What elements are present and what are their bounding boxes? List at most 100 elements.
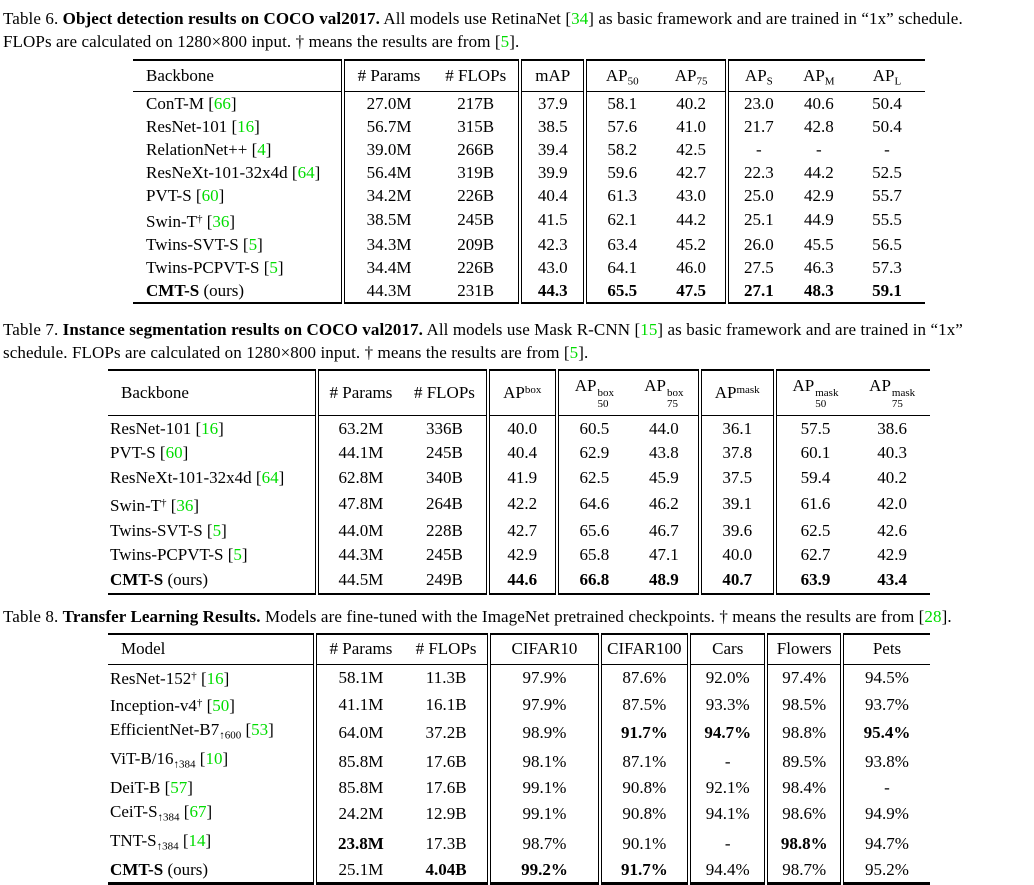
value-cell: 89.5% bbox=[764, 747, 842, 777]
value-cell: 42.9 bbox=[485, 543, 557, 568]
value-cell: 59.1 bbox=[872, 280, 902, 300]
value-cell: 87.5% bbox=[597, 691, 690, 719]
value-cell: 44.3M bbox=[314, 543, 404, 568]
value-cell: 16.1B bbox=[425, 694, 467, 714]
value-cell: 39.1 bbox=[697, 490, 775, 519]
model-cell: ResNet-101 [16] bbox=[146, 116, 260, 136]
model-cell: CMT-S (ours) bbox=[146, 280, 245, 300]
value-cell: 98.8% bbox=[764, 829, 842, 859]
value-cell: 231B bbox=[457, 280, 495, 300]
table-row: ResNet-101 [16] 56.7M 315B 38.5 57.6 41.0 21.7… bbox=[133, 115, 925, 139]
value-cell: 42.2 bbox=[485, 490, 557, 519]
value-cell: 98.7% bbox=[764, 858, 842, 884]
value-cell: 43.0 bbox=[518, 256, 586, 280]
value-cell: 340B bbox=[426, 468, 463, 488]
column-header: CIFAR100 bbox=[597, 633, 690, 665]
value-cell: 65.6 bbox=[554, 518, 630, 544]
value-cell: 50.4 bbox=[872, 116, 902, 136]
value-cell: 34.4M bbox=[340, 256, 434, 280]
model-cell: Twins-SVT-S [5] bbox=[110, 520, 227, 540]
value-cell: 87.1% bbox=[597, 747, 690, 777]
value-cell: 85.8M bbox=[313, 747, 405, 777]
model-cell: Swin-T† [36] bbox=[110, 495, 200, 515]
value-cell: 27.1 bbox=[724, 279, 789, 304]
column-header: Cars bbox=[687, 633, 767, 665]
value-cell: 93.8% bbox=[840, 747, 930, 777]
citation-ref: 10 bbox=[205, 748, 223, 768]
citation-ref: 5 bbox=[233, 545, 242, 565]
table-row: CeiT-S↑384 [67] 24.2M 12.9B 99.1% 90.8% 94.1%… bbox=[108, 799, 930, 830]
value-cell: 245B bbox=[426, 443, 463, 463]
value-cell: 93.7% bbox=[840, 691, 930, 719]
table-row: TNT-S↑384 [14] 23.8M 17.3B 98.7% 90.1% -98.8%… bbox=[108, 829, 930, 859]
column-header: APM bbox=[788, 60, 849, 93]
value-cell: 319B bbox=[457, 162, 495, 182]
model-cell: Inception-v4† [50] bbox=[110, 696, 235, 716]
sub-sup-stack: box 50 bbox=[597, 387, 614, 411]
value-cell: 38.5M bbox=[340, 207, 434, 234]
table-row: RelationNet++ [4] 39.0M 266B 39.4 58.2 42.5- -… bbox=[133, 138, 925, 162]
table-row: ResNet-101 [16] 63.2M 336B 40.0 60.5 44.0 36.1… bbox=[108, 415, 930, 441]
table-row: ResNeXt-101-32x4d [64] 62.8M 340B 41.9 62.5 4… bbox=[108, 465, 930, 491]
value-cell: 61.3 bbox=[583, 184, 658, 208]
value-cell: 64.1 bbox=[583, 256, 658, 280]
value-cell: 43.8 bbox=[649, 443, 679, 463]
value-cell: 42.7 bbox=[485, 518, 557, 544]
model-cell: ConT-M [66] bbox=[146, 93, 237, 113]
value-cell: 23.8M bbox=[313, 829, 405, 859]
table-row: ConT-M [66] 27.0M 217B 37.9 58.1 40.2 23.0 40.6… bbox=[133, 91, 925, 116]
value-cell: 47.5 bbox=[676, 280, 706, 300]
citation-ref: 53 bbox=[251, 719, 269, 739]
value-cell: 40.0 bbox=[697, 543, 775, 568]
value-cell: 36.1 bbox=[697, 415, 775, 441]
column-header: # FLOPs bbox=[403, 370, 488, 417]
citation-ref: 34 bbox=[571, 9, 589, 28]
value-cell: - bbox=[815, 139, 822, 159]
value-cell: 98.7% bbox=[487, 829, 600, 859]
value-cell: 226B bbox=[457, 257, 495, 277]
citation-ref: 5 bbox=[569, 343, 579, 363]
value-cell: 94.7% bbox=[687, 718, 767, 748]
value-cell: 45.2 bbox=[676, 234, 706, 254]
value-cell: 25.1M bbox=[313, 858, 405, 884]
header-row: Model # Params # FLOPs CIFAR10 CIFAR100 Cars F… bbox=[108, 633, 930, 665]
citation-ref: 64 bbox=[297, 162, 315, 182]
value-cell: 40.3 bbox=[877, 443, 908, 463]
value-cell: 91.7% bbox=[597, 718, 690, 748]
value-cell: 62.9 bbox=[554, 440, 630, 466]
value-cell: 94.1% bbox=[687, 799, 767, 830]
value-cell: 37.5 bbox=[697, 465, 775, 491]
table-row: Twins-SVT-S [5] 34.3M 209B 42.3 63.4 45.2 26.0… bbox=[133, 233, 925, 257]
model-cell: PVT-S [60] bbox=[110, 443, 189, 463]
value-cell: 55.5 bbox=[872, 210, 902, 230]
value-cell: 66.8 bbox=[554, 567, 630, 594]
caption-line: FLOPs are calculated on 1280×800 input. … bbox=[3, 32, 520, 51]
table6-grid: Backbone # Params # FLOPs mAP AP50 AP75 APS APM… bbox=[133, 59, 925, 305]
header-row: Backbone # Params # FLOPs mAP AP50 AP75 APS APM… bbox=[133, 60, 925, 93]
value-cell: 44.0M bbox=[314, 518, 404, 544]
column-header: AP mask 50 bbox=[772, 370, 855, 417]
value-cell: 41.9 bbox=[485, 465, 557, 491]
value-cell: 38.5 bbox=[518, 115, 586, 139]
value-cell: 46.2 bbox=[649, 494, 679, 514]
value-cell: 94.7% bbox=[840, 829, 930, 859]
value-cell: 56.4M bbox=[340, 161, 434, 185]
value-cell: 37.9 bbox=[518, 91, 586, 116]
table-row: ResNet-152† [16] 58.1M 11.3B 97.9% 87.6% 92.0… bbox=[108, 664, 930, 692]
table-row: PVT-S [60] 34.2M 226B 40.4 61.3 43.0 25.0 42.9 5… bbox=[133, 184, 925, 208]
value-cell: 99.2% bbox=[487, 858, 600, 884]
value-cell: 97.4% bbox=[764, 664, 842, 692]
citation-ref: 50 bbox=[212, 696, 230, 716]
value-cell: 90.8% bbox=[597, 799, 690, 830]
table7-grid: Backbone # Params # FLOPs APbox AP box 50 AP box… bbox=[108, 369, 930, 595]
value-cell: 98.4% bbox=[764, 776, 842, 800]
caption-line: schedule. FLOPs are calculated on 1280×8… bbox=[3, 343, 589, 363]
column-header: mAP bbox=[518, 60, 586, 93]
table-row: DeiT-B [57] 85.8M 17.6B 99.1% 90.8% 92.1% 98.4… bbox=[108, 776, 930, 800]
value-cell: 40.2 bbox=[676, 93, 706, 113]
table-row: CMT-S (ours) 44.3M 231B 44.3 65.5 47.5 27.1 48.… bbox=[133, 279, 925, 304]
value-cell: 34.3M bbox=[340, 233, 434, 257]
citation-ref: 28 bbox=[924, 606, 942, 626]
citation-ref: 16 bbox=[206, 669, 224, 689]
citation-ref: 5 bbox=[248, 234, 258, 254]
